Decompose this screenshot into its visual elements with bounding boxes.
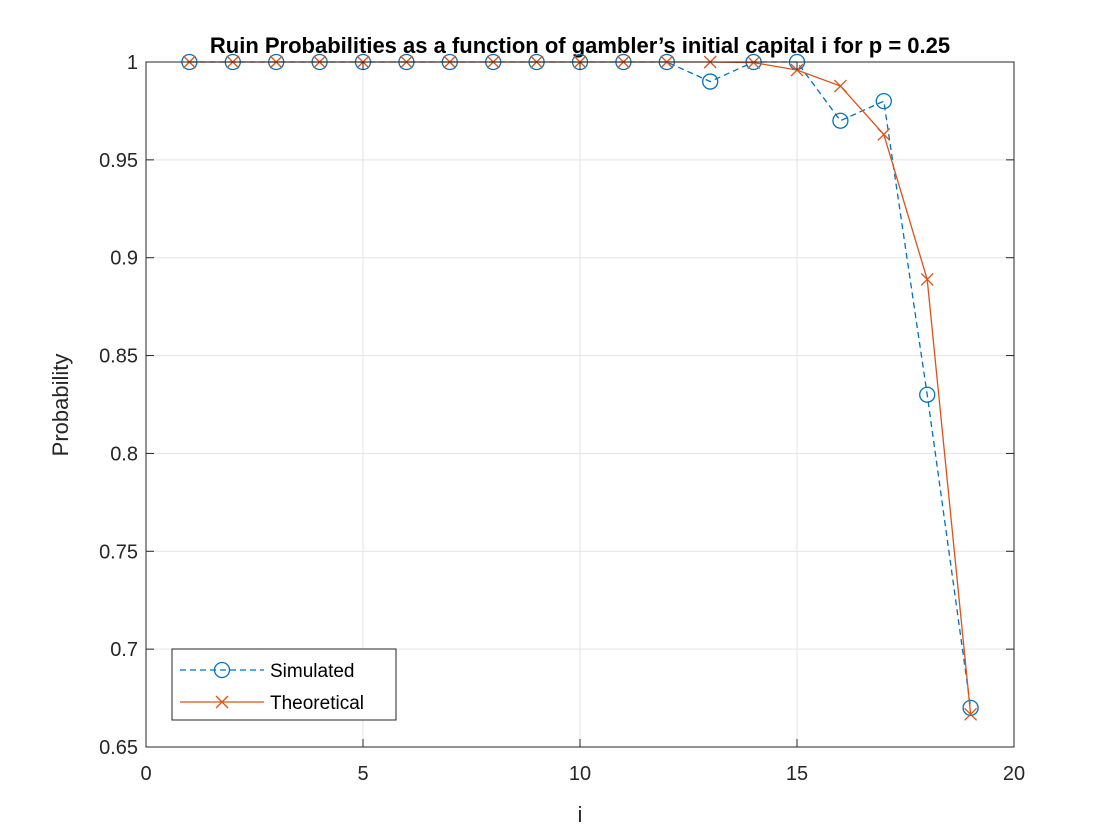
data-point-simulated [962,699,979,717]
y-tick-label: 0.75 [99,541,138,563]
axis-ticks: 0 5 10 15 20 0.65 0.7 0.75 0.8 0.85 0.9 0.95 1 [99,52,1025,785]
x-tick-label: 5 [357,763,368,785]
y-tick-label: 0.8 [110,443,138,465]
legend-box [171,648,397,721]
legend-marker-theoretical [215,695,229,709]
y-tick-label: 0.9 [110,248,138,270]
x-tick-label: 10 [569,763,591,785]
data-point-theoretical [790,63,804,77]
data-point-theoretical [920,272,934,286]
legend-label-simulated: Simulated [270,661,355,682]
legend-entry-theoretical: Theoretical [180,693,364,714]
y-tick-label: 0.95 [99,150,138,172]
data-point-theoretical [877,127,891,141]
y-tick-label: 0.7 [110,639,138,661]
data-point-simulated [875,92,892,110]
legend-marker-simulated [213,661,231,679]
data-point-theoretical [833,79,847,93]
y-axis-label: Probability [48,354,73,457]
data-point-simulated [832,112,849,129]
chart-title: Ruin Probabilities as a function of gamb… [210,33,950,58]
data-point-simulated [702,73,719,90]
legend: Simulated Theoretical [171,648,397,721]
x-tick-label: 0 [140,763,151,785]
legend-label-theoretical: Theoretical [270,693,364,714]
data-point-theoretical [747,56,761,70]
legend-entry-simulated: Simulated [180,661,355,682]
x-axis-label: i [578,802,583,827]
y-tick-label: 0.65 [99,737,138,759]
data-point-theoretical [964,707,978,721]
x-tick-label: 20 [1003,763,1025,785]
data-point-simulated [919,386,936,403]
x-tick-label: 15 [786,763,808,785]
y-tick-label: 1 [127,52,138,74]
y-tick-label: 0.85 [99,346,138,368]
